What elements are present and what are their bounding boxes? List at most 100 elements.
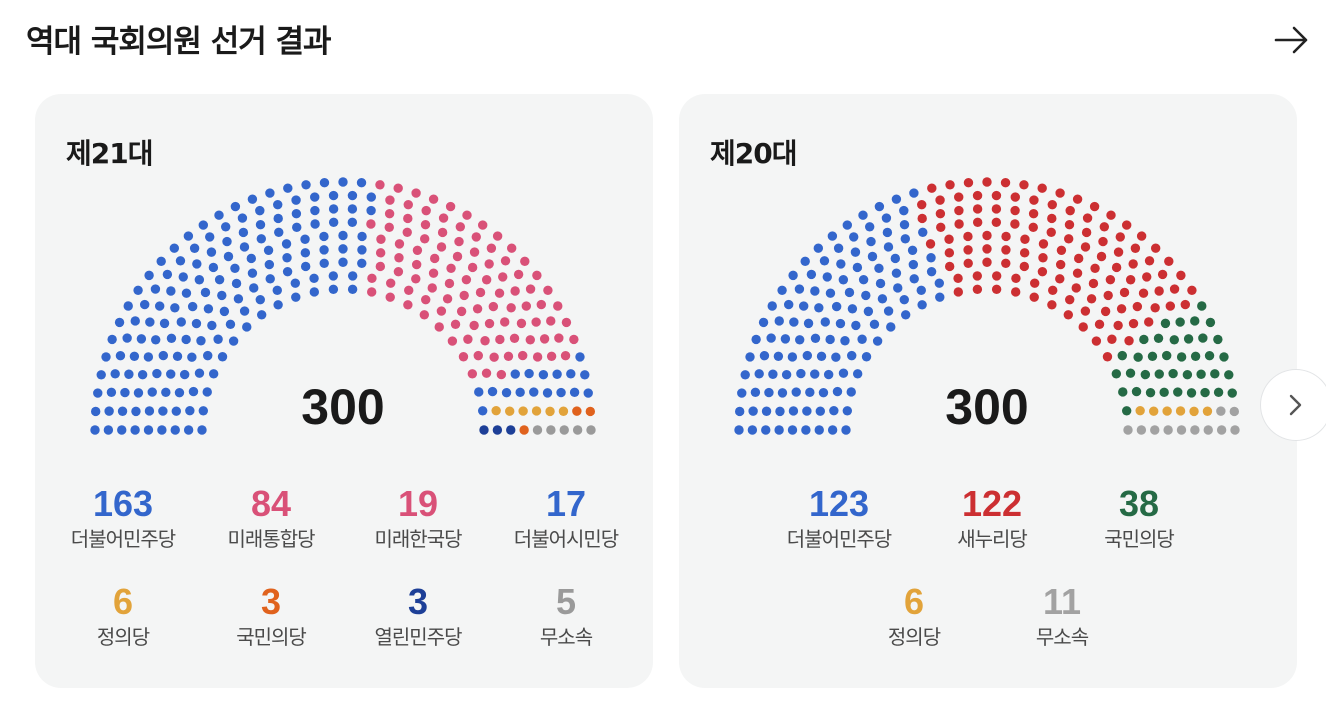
seat-dot bbox=[585, 406, 596, 417]
seat-dot bbox=[1046, 227, 1056, 237]
seat-dot bbox=[886, 322, 896, 332]
seat-dot bbox=[1086, 294, 1097, 304]
seat-dot bbox=[822, 272, 832, 282]
seat-dot bbox=[883, 242, 894, 252]
seat-dot bbox=[265, 188, 275, 198]
seat-dot bbox=[936, 222, 946, 233]
seat-dot bbox=[143, 425, 154, 435]
seat-dot bbox=[982, 177, 992, 187]
seat-dot bbox=[882, 227, 893, 238]
seat-dot bbox=[1063, 310, 1074, 320]
seat-dot bbox=[166, 369, 176, 379]
seat-dot bbox=[1056, 245, 1067, 256]
seat-dot bbox=[1081, 227, 1092, 238]
seat-dot bbox=[328, 284, 339, 295]
seat-dot bbox=[222, 236, 232, 247]
seat-dot bbox=[972, 217, 983, 228]
seat-dot bbox=[1136, 231, 1147, 241]
seat-dot bbox=[420, 234, 430, 244]
seat-dot bbox=[963, 177, 974, 188]
seat-dot bbox=[458, 352, 469, 362]
party-seat-count: 163 bbox=[92, 483, 154, 524]
seat-dot bbox=[176, 317, 186, 327]
seat-dot bbox=[815, 406, 825, 416]
seat-dot bbox=[1198, 333, 1208, 343]
seat-dot bbox=[484, 318, 495, 329]
seat-dot bbox=[492, 425, 503, 435]
seat-dot bbox=[1150, 303, 1160, 313]
seat-dot bbox=[156, 256, 166, 267]
seat-dot bbox=[428, 194, 439, 204]
seat-dot bbox=[1169, 284, 1180, 294]
seat-dot bbox=[827, 231, 838, 241]
seat-dot bbox=[561, 317, 572, 328]
seat-dot bbox=[803, 318, 814, 329]
seat-dot bbox=[972, 284, 983, 295]
seat-dot bbox=[1153, 333, 1164, 344]
seat-dot bbox=[475, 287, 486, 298]
seat-dot bbox=[1138, 288, 1149, 298]
seat-dot bbox=[1189, 406, 1199, 417]
seat-dot bbox=[909, 188, 919, 198]
seat-dot bbox=[492, 231, 503, 241]
seat-dot bbox=[442, 294, 453, 304]
seat-dot bbox=[1047, 199, 1057, 210]
seat-dot bbox=[1019, 248, 1030, 258]
seat-dot bbox=[90, 425, 100, 435]
seat-dot bbox=[144, 270, 154, 281]
seat-dot bbox=[842, 220, 852, 230]
seat-dot bbox=[283, 183, 293, 193]
seat-dot bbox=[850, 247, 861, 257]
seat-dot bbox=[953, 287, 964, 297]
seat-dot bbox=[203, 304, 214, 314]
seat-dot bbox=[509, 333, 520, 344]
seat-dot bbox=[309, 287, 320, 297]
seat-dot bbox=[798, 301, 809, 311]
seat-dot bbox=[766, 333, 776, 343]
more-button[interactable] bbox=[1272, 22, 1312, 58]
seat-dot bbox=[515, 387, 525, 398]
seat-dot bbox=[1150, 425, 1160, 435]
seat-dot bbox=[510, 286, 520, 296]
seat-dot bbox=[1125, 275, 1136, 285]
seat-dot bbox=[214, 210, 224, 220]
seat-dot bbox=[366, 219, 376, 229]
seat-dot bbox=[1136, 425, 1147, 435]
party-item: 123 더불어민주당 bbox=[759, 484, 919, 552]
seat-dot bbox=[347, 284, 358, 295]
seat-dot bbox=[185, 405, 195, 416]
seat-dot bbox=[1047, 300, 1057, 310]
party-seat-count: 122 bbox=[961, 483, 1023, 524]
seat-dot bbox=[899, 294, 909, 305]
seat-dot bbox=[556, 387, 566, 398]
seat-dot bbox=[1224, 370, 1234, 380]
seat-dot bbox=[1047, 213, 1057, 224]
seat-dot bbox=[96, 370, 106, 380]
seat-dot bbox=[768, 369, 778, 379]
seat-dot bbox=[1001, 258, 1011, 268]
seat-dot bbox=[513, 269, 524, 280]
seat-dot bbox=[1135, 405, 1145, 416]
seat-dot bbox=[183, 231, 194, 241]
seat-dot bbox=[242, 322, 252, 332]
seat-dot bbox=[510, 369, 520, 379]
seat-dot bbox=[773, 351, 784, 361]
seat-dot bbox=[452, 251, 463, 262]
seat-dot bbox=[384, 209, 395, 219]
seat-dot bbox=[272, 285, 282, 296]
seat-dot bbox=[230, 201, 241, 212]
seat-dot bbox=[394, 239, 405, 249]
seat-dot bbox=[213, 334, 223, 344]
seat-dot bbox=[863, 306, 874, 317]
seat-dot bbox=[328, 190, 339, 201]
seat-dot bbox=[917, 199, 927, 210]
seat-dot bbox=[1111, 369, 1122, 379]
seat-dot bbox=[506, 243, 517, 253]
party-name: 더불어시민당 bbox=[513, 527, 619, 551]
seat-dot bbox=[420, 220, 431, 230]
seat-dot bbox=[1165, 301, 1176, 311]
next-slide-button[interactable] bbox=[1261, 370, 1326, 440]
seat-dot bbox=[1210, 369, 1220, 379]
seat-dot bbox=[767, 301, 777, 311]
seat-dot bbox=[525, 335, 535, 345]
